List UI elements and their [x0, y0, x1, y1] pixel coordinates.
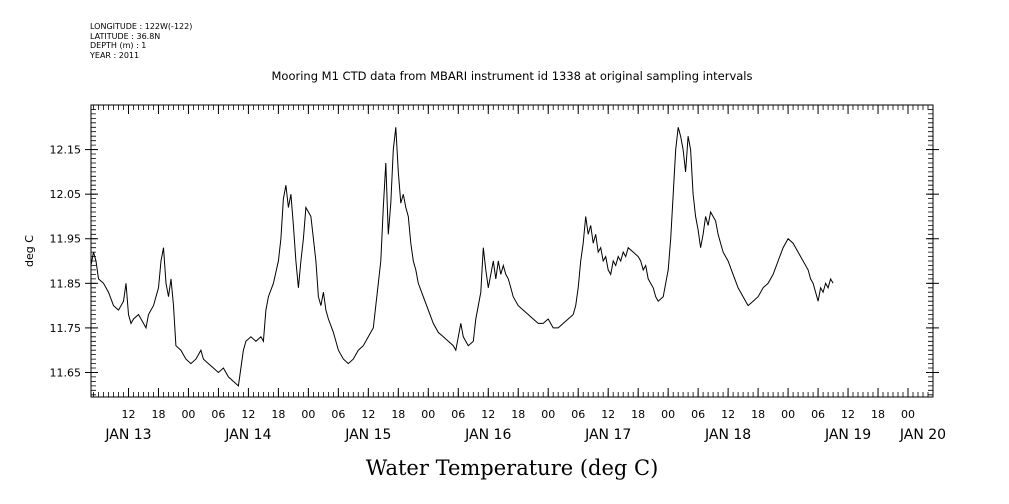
x-tick-label: 00 — [181, 408, 195, 421]
x-tick-label: 06 — [211, 408, 225, 421]
x-day-label: JAN 18 — [704, 427, 751, 443]
x-tick-label: 12 — [721, 408, 735, 421]
x-tick-label: 18 — [271, 408, 285, 421]
x-day-label: JAN 15 — [344, 427, 391, 443]
y-tick-label: 11.95 — [50, 233, 82, 246]
minor-tick-marks — [91, 104, 934, 397]
x-tick-label: 18 — [631, 408, 645, 421]
metadata-block: LONGITUDE : 122W(-122) LATITUDE : 36.8N … — [90, 22, 192, 60]
x-tick-label: 18 — [391, 408, 405, 421]
y-axis-label: deg C — [23, 235, 36, 267]
longitude-text: LONGITUDE : 122W(-122) — [90, 22, 193, 31]
x-tick-label: 12 — [121, 408, 135, 421]
latitude-text: LATITUDE : 36.8N — [90, 31, 161, 41]
y-tick-label: 11.75 — [50, 322, 82, 335]
y-tick-label: 11.65 — [50, 366, 82, 379]
x-tick-label: 00 — [421, 408, 435, 421]
depth-text: DEPTH (m) : 1 — [90, 41, 147, 50]
x-day-label: JAN 17 — [584, 427, 631, 443]
x-tick-label: 06 — [571, 408, 585, 421]
x-tick-label: 12 — [841, 408, 855, 421]
x-tick-label: 00 — [541, 408, 555, 421]
x-day-label: JAN 16 — [464, 427, 511, 443]
y-axis: 11.65 11.75 11.85 11.95 12.05 12.15 — [50, 144, 939, 379]
x-axis-label: Water Temperature (deg C) — [366, 456, 659, 480]
x-tick-label: 12 — [361, 408, 375, 421]
series-line — [90, 127, 834, 387]
y-tick-label: 12.05 — [50, 188, 82, 201]
x-tick-label: 06 — [691, 408, 705, 421]
x-tick-label: 12 — [601, 408, 615, 421]
x-tick-label: 00 — [781, 408, 795, 421]
plot-frame — [90, 104, 934, 398]
x-tick-label: 00 — [301, 408, 315, 421]
x-axis: 12 18 00 06 12 18 00 06 12 18 00 06 12 18 00 06 12 18 00 06… — [104, 105, 946, 443]
x-tick-label: 06 — [451, 408, 465, 421]
x-tick-label: 12 — [481, 408, 495, 421]
y-tick-label: 12.15 — [50, 144, 82, 157]
x-tick-label: 12 — [241, 408, 255, 421]
x-tick-label: 00 — [661, 408, 675, 421]
x-tick-label: 06 — [331, 408, 345, 421]
x-tick-label: 18 — [151, 408, 165, 421]
chart-title: Mooring M1 CTD data from MBARI instrumen… — [272, 69, 753, 83]
year-text: YEAR : 2011 — [90, 50, 140, 60]
x-tick-label: 18 — [751, 408, 765, 421]
x-tick-label: 00 — [901, 408, 915, 421]
x-day-label: JAN 13 — [104, 427, 151, 443]
x-day-label: JAN 14 — [224, 427, 271, 443]
x-tick-label: 18 — [871, 408, 885, 421]
x-tick-label: 06 — [811, 408, 825, 421]
x-day-label: JAN 19 — [824, 427, 871, 443]
y-tick-label: 11.85 — [50, 277, 82, 290]
x-tick-label: 18 — [511, 408, 525, 421]
x-day-label: JAN 20 — [899, 427, 946, 443]
minor-ticks — [91, 104, 934, 397]
